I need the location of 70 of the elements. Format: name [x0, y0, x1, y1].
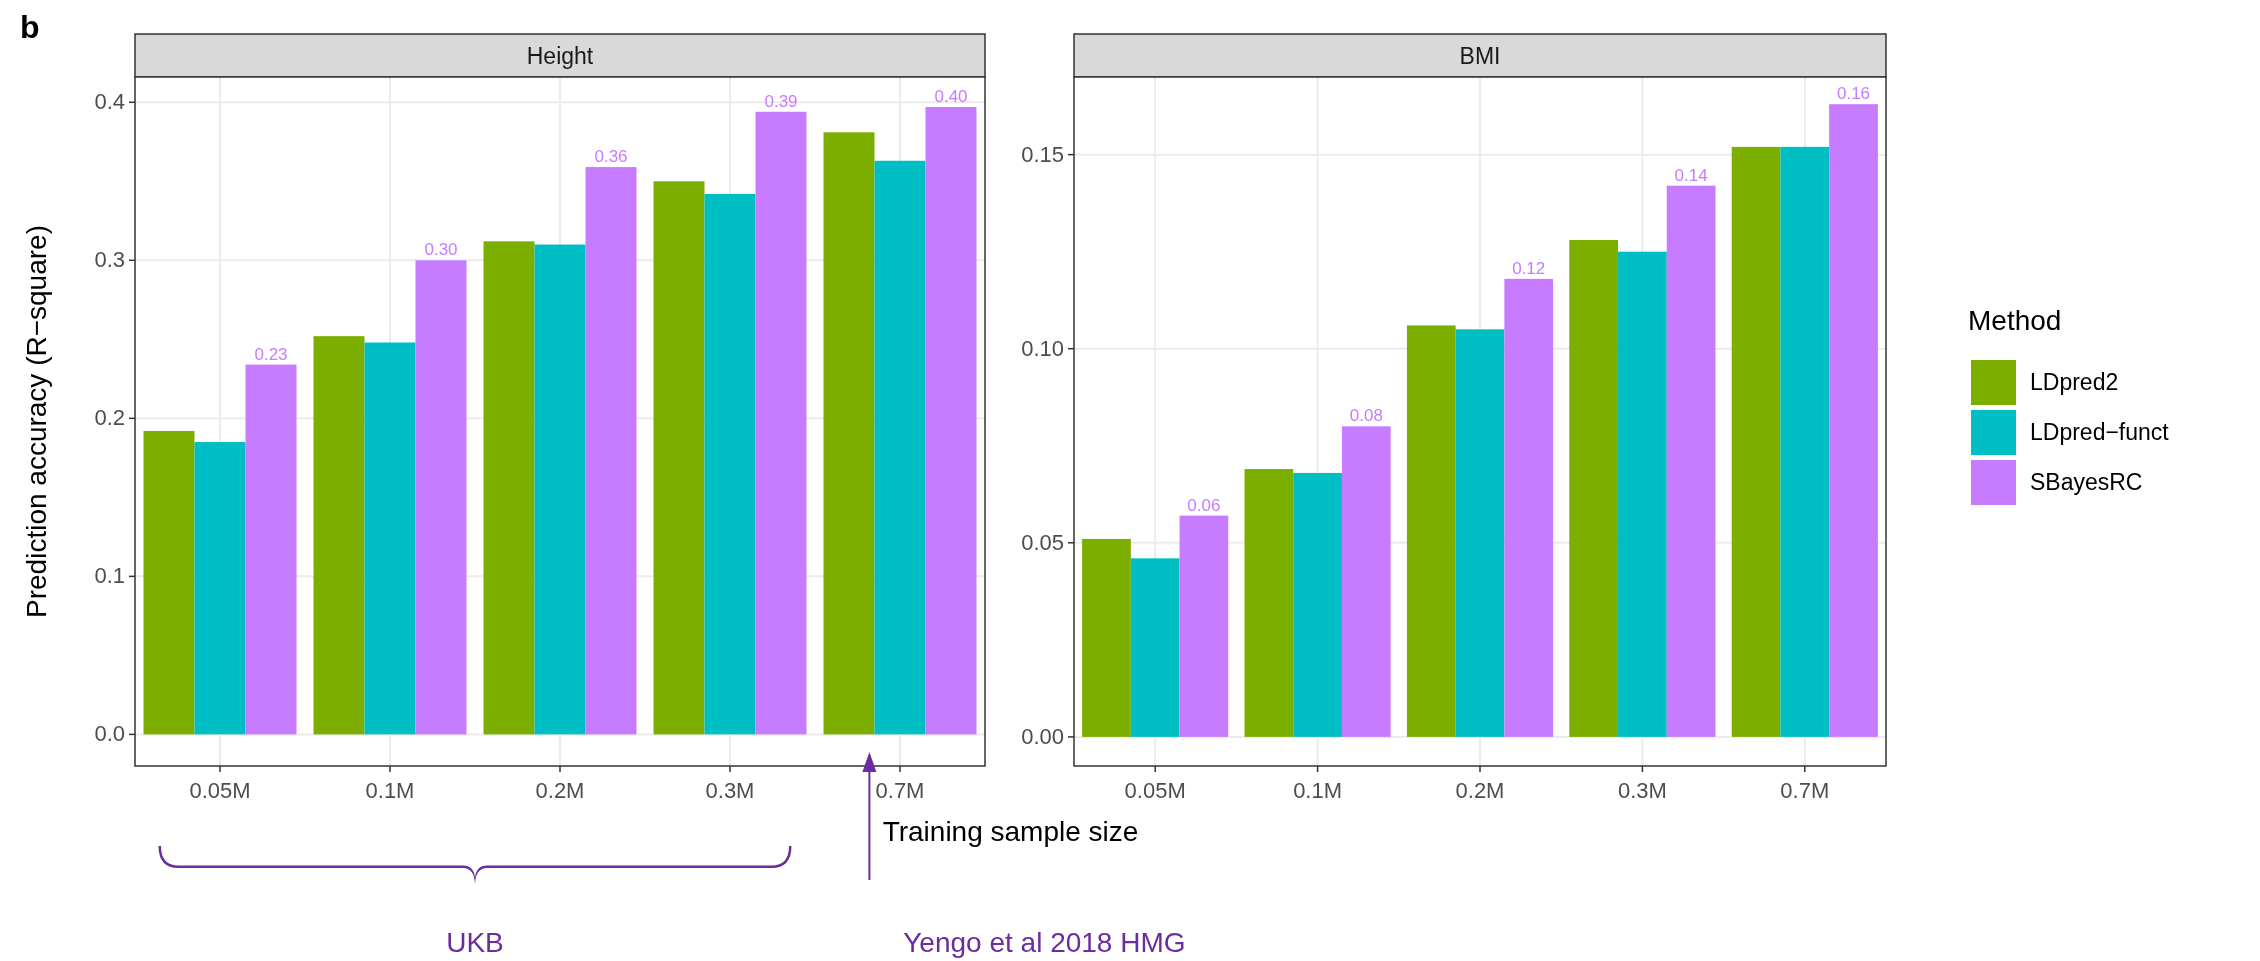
text: UKB [446, 927, 504, 958]
bar [585, 167, 637, 735]
x-tick-label: 0.2M [1455, 778, 1505, 803]
legend-label: SBayesRC [2030, 469, 2143, 495]
bar [1293, 472, 1342, 737]
bar [364, 342, 416, 735]
legend-label: LDpred−funct [2030, 419, 2170, 445]
bar [1780, 146, 1830, 737]
data-label: 0.23 [254, 344, 288, 364]
bar [1179, 515, 1229, 737]
bar [1666, 185, 1716, 737]
bar [143, 430, 195, 735]
x-tick-label: 0.3M [1617, 778, 1667, 803]
data-label: 0.12 [1512, 258, 1546, 278]
text: Yengo et al 2018 HMG [903, 927, 1186, 958]
bar [653, 181, 705, 735]
bar [1455, 329, 1505, 737]
data-label: 0.39 [764, 91, 798, 111]
data-label: 0.14 [1674, 165, 1708, 185]
bar [925, 107, 977, 735]
y-tick-label: 0.15 [1021, 141, 1064, 167]
y-tick-label: 0.00 [1021, 723, 1064, 749]
bar [1618, 251, 1667, 737]
bar [483, 241, 535, 735]
data-label: 0.08 [1349, 406, 1383, 426]
bar [1504, 278, 1554, 737]
bar [1130, 558, 1180, 737]
y-tick-label: 0.1 [94, 563, 125, 589]
data-label: 0.16 [1836, 84, 1871, 104]
chart-title: BMI [1459, 42, 1501, 69]
x-tick-label: 0.3M [705, 778, 755, 803]
x-tick-label: 0.1M [1293, 778, 1343, 803]
bar [1569, 240, 1619, 737]
y-tick-label: 0.3 [94, 247, 125, 273]
x-tick-label: 0.1M [365, 778, 415, 803]
chart-title: Height [526, 42, 594, 69]
x-tick-label: 0.05M [189, 778, 251, 803]
bar [534, 244, 586, 735]
data-label: 0.30 [424, 240, 458, 260]
bar [704, 193, 756, 735]
bar [1244, 469, 1294, 737]
bar [1082, 538, 1131, 737]
data-label: 0.06 [1187, 495, 1221, 515]
bar [1829, 104, 1878, 737]
text: b [20, 9, 40, 45]
bar [1341, 426, 1391, 737]
bar [415, 260, 467, 735]
y-tick-label: 0.0 [94, 721, 125, 747]
bar [245, 364, 297, 735]
bar [823, 132, 875, 735]
y-tick-label: 0.05 [1021, 529, 1064, 555]
bar [313, 336, 365, 735]
x-tick-label: 0.7M [1780, 778, 1830, 803]
bar [755, 111, 807, 735]
x-tick-label: 0.7M [875, 778, 925, 803]
data-label: 0.40 [934, 87, 968, 107]
y-tick-label: 0.2 [94, 405, 125, 431]
x-tick-label: 0.2M [535, 778, 585, 803]
x-axis-title: Training sample size [882, 816, 1139, 847]
bar [874, 160, 926, 735]
y-axis-title: Prediction accuracy (R−square) [21, 225, 52, 618]
legend-label: LDpred2 [2030, 369, 2119, 395]
bar [1406, 325, 1456, 737]
bar [194, 442, 246, 735]
legend-title: Method [1968, 305, 2062, 336]
bar [1731, 146, 1781, 737]
x-tick-label: 0.05M [1124, 778, 1186, 803]
y-tick-label: 0.10 [1021, 335, 1064, 361]
data-label: 0.36 [594, 147, 628, 167]
y-tick-label: 0.4 [94, 89, 125, 115]
